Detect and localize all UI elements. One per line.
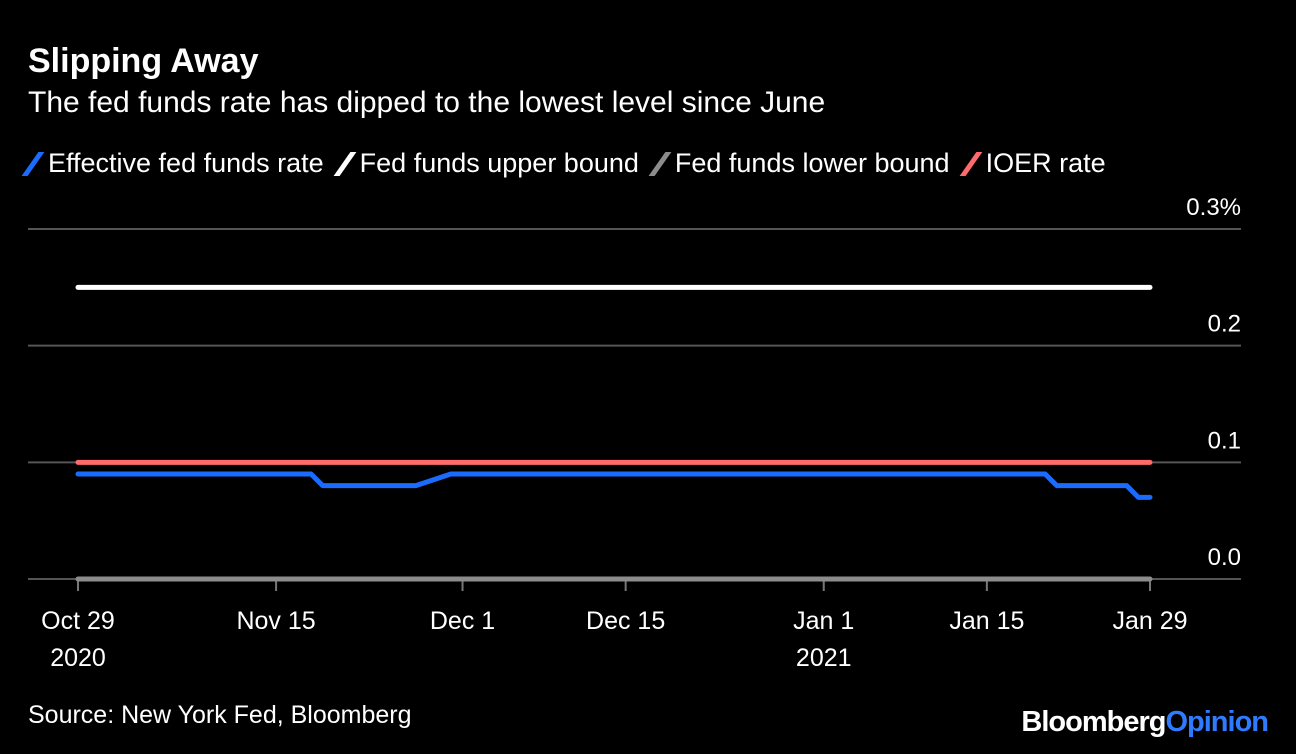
legend-item: Fed funds lower bound [648, 148, 950, 179]
series-line-effective-fed-funds-rate [75, 471, 1153, 500]
x-tick-label: Oct 29 [41, 607, 115, 635]
chart-subtitle: The fed funds rate has dipped to the low… [28, 86, 826, 119]
legend-label: IOER rate [985, 148, 1106, 178]
bloomberg-opinion-logo: BloombergOpinion [1021, 706, 1269, 739]
x-tick-year: 2021 [796, 644, 852, 672]
source-note: Source: New York Fed, Bloomberg [28, 701, 412, 729]
x-tick-label: Dec 1 [430, 607, 495, 635]
legend-item: IOER rate [959, 148, 1106, 179]
legend-label: Effective fed funds rate [48, 148, 324, 178]
x-tick-label: Jan 1 [793, 607, 854, 635]
x-tick-label: Jan 15 [949, 607, 1024, 635]
x-tick-label: Dec 15 [586, 607, 665, 635]
chart-title: Slipping Away [28, 42, 259, 80]
legend: Effective fed funds rate Fed funds upper … [21, 148, 1106, 179]
legend-label: Fed funds upper bound [359, 148, 639, 178]
legend-item: Effective fed funds rate [21, 148, 324, 179]
x-tick-label: Jan 29 [1112, 607, 1187, 635]
logo-part1: Bloomberg [1021, 706, 1166, 738]
y-tick-label: 0.1 [1208, 427, 1241, 454]
logo-part2: Opinion [1165, 706, 1269, 738]
x-tick-year: 2020 [50, 644, 106, 672]
legend-label: Fed funds lower bound [674, 148, 950, 178]
x-tick-label: Nov 15 [236, 607, 315, 635]
y-tick-label: 0.2 [1208, 311, 1241, 338]
y-tick-label: 0.0 [1208, 544, 1241, 571]
y-tick-label: 0.3% [1186, 194, 1241, 221]
legend-item: Fed funds upper bound [333, 148, 639, 179]
